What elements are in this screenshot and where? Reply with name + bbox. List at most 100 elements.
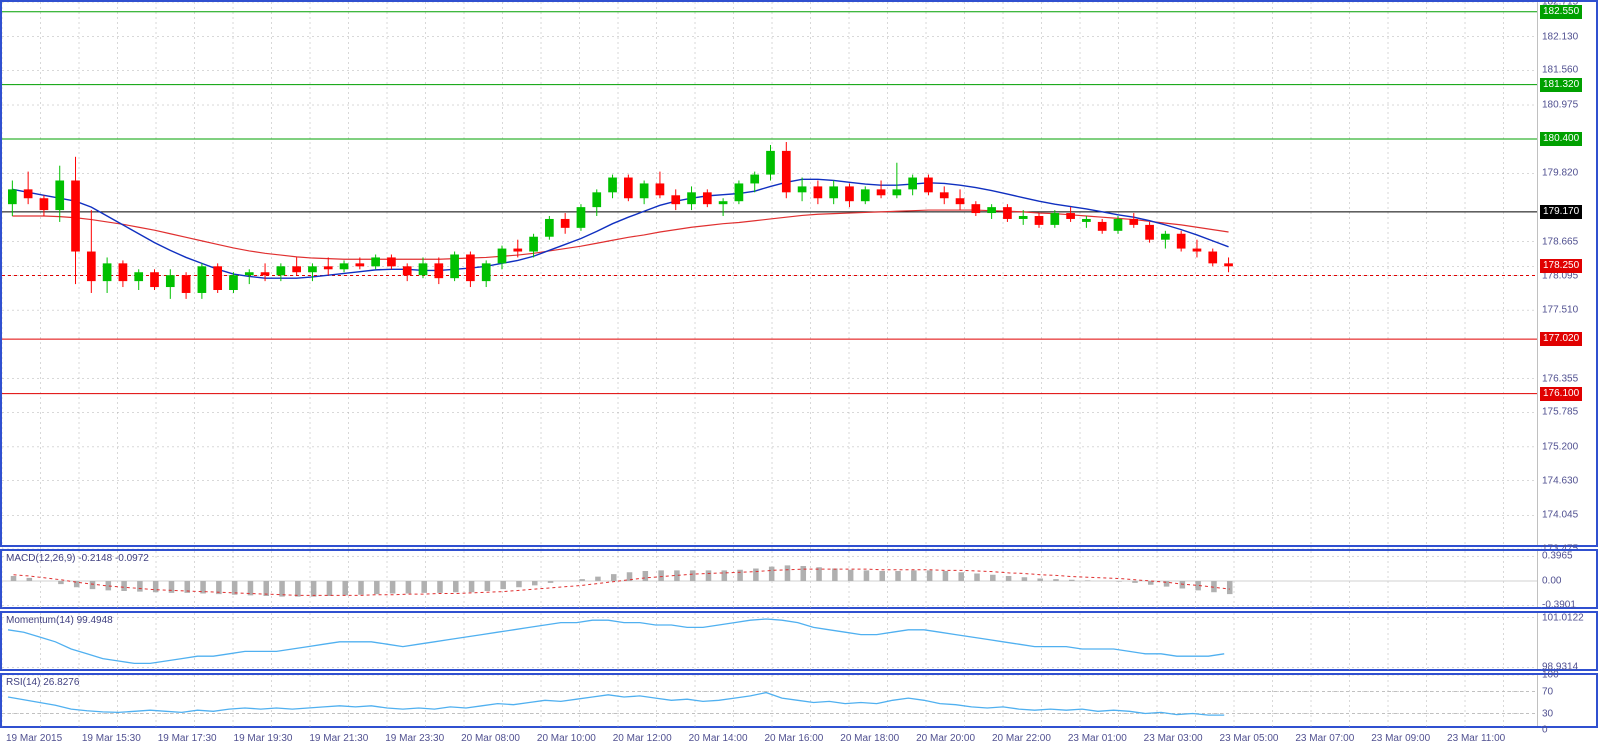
candle <box>198 266 207 293</box>
momentum-label: Momentum(14) 99.4948 <box>6 615 113 626</box>
candle <box>798 186 807 192</box>
candle <box>403 266 412 275</box>
axis-label: 182.130 <box>1542 31 1578 42</box>
time-label: 19 Mar 21:30 <box>309 733 368 744</box>
price-yaxis: 182.715182.550182.130181.560181.320180.9… <box>1537 2 1596 545</box>
axis-label: 174.630 <box>1542 475 1578 486</box>
candle <box>735 183 744 201</box>
macd-label: MACD(12,26,9) -0.2148 -0.0972 <box>6 553 149 564</box>
price-marker: 181.320 <box>1540 78 1582 92</box>
candle <box>750 175 759 184</box>
candle <box>545 219 554 237</box>
axis-label: 178.665 <box>1542 236 1578 247</box>
candle <box>687 192 696 204</box>
candle <box>150 272 159 287</box>
candle <box>24 189 33 198</box>
price-marker: 179.170 <box>1540 205 1582 219</box>
macd-yaxis: 0.39650.00-0.3901 <box>1537 551 1596 607</box>
macd-chart[interactable] <box>2 551 1542 611</box>
axis-label: 174.045 <box>1542 510 1578 521</box>
time-label: 23 Mar 07:00 <box>1295 733 1354 744</box>
candle <box>387 257 396 266</box>
time-label: 23 Mar 05:00 <box>1220 733 1279 744</box>
axis-label: 177.510 <box>1542 305 1578 316</box>
candle <box>213 266 222 290</box>
time-label: 19 Mar 15:30 <box>82 733 141 744</box>
price-marker: 178.250 <box>1540 259 1582 273</box>
candle <box>482 263 491 281</box>
candle <box>608 178 617 193</box>
candle <box>845 186 854 201</box>
candle <box>40 198 49 210</box>
ma-line <box>12 179 1228 278</box>
time-label: 20 Mar 18:00 <box>840 733 899 744</box>
candle <box>908 178 917 190</box>
axis-label: -0.3901 <box>1542 600 1576 611</box>
candle <box>466 254 475 281</box>
candle <box>956 198 965 204</box>
candle <box>245 272 254 275</box>
time-label: 20 Mar 22:00 <box>992 733 1051 744</box>
candle <box>340 263 349 269</box>
candle <box>1003 207 1012 219</box>
candle <box>1019 216 1028 219</box>
candle <box>640 183 649 198</box>
candle <box>1082 219 1091 222</box>
candle <box>419 263 428 275</box>
candle <box>277 266 286 275</box>
candle <box>592 192 601 207</box>
candle <box>656 183 665 195</box>
price-marker: 180.400 <box>1540 132 1582 146</box>
momentum-yaxis: 101.012298.9314 <box>1537 613 1596 669</box>
price-panel: 182.715182.550182.130181.560181.320180.9… <box>0 0 1598 547</box>
rsi-label: RSI(14) 26.8276 <box>6 677 79 688</box>
candle <box>940 192 949 198</box>
time-label: 20 Mar 14:00 <box>689 733 748 744</box>
time-label: 23 Mar 09:00 <box>1371 733 1430 744</box>
time-label: 20 Mar 08:00 <box>461 733 520 744</box>
candle <box>987 207 996 213</box>
candle <box>561 219 570 228</box>
candle <box>513 249 522 252</box>
candle <box>119 263 128 281</box>
axis-label: 0.3965 <box>1542 551 1573 562</box>
candle <box>498 249 507 264</box>
candle <box>308 266 317 272</box>
candle <box>577 207 586 228</box>
time-label: 20 Mar 10:00 <box>537 733 596 744</box>
price-marker: 182.550 <box>1540 5 1582 19</box>
candle <box>971 204 980 213</box>
price-chart[interactable] <box>2 2 1542 549</box>
candle <box>1161 234 1170 240</box>
candle <box>450 254 459 278</box>
candle <box>182 275 191 293</box>
candle <box>371 257 380 266</box>
time-label: 19 Mar 2015 <box>6 733 62 744</box>
rsi-chart[interactable] <box>2 675 1542 730</box>
time-label: 19 Mar 23:30 <box>385 733 444 744</box>
candle <box>71 180 80 251</box>
price-marker: 177.020 <box>1540 332 1582 346</box>
momentum-panel: 101.012298.9314 Momentum(14) 99.4948 <box>0 611 1598 671</box>
candle <box>1145 225 1154 240</box>
macd-panel: 0.39650.00-0.3901 MACD(12,26,9) -0.2148 -… <box>0 549 1598 609</box>
candle <box>814 186 823 198</box>
time-label: 23 Mar 11:00 <box>1447 733 1505 744</box>
candle <box>1208 252 1217 264</box>
candle <box>434 263 443 278</box>
time-label: 23 Mar 03:00 <box>1144 733 1203 744</box>
candle <box>1224 263 1233 266</box>
candle <box>229 275 238 290</box>
axis-label: 100 <box>1542 670 1559 681</box>
candle <box>829 186 838 198</box>
candle <box>1114 219 1123 231</box>
axis-label: 176.355 <box>1542 373 1578 384</box>
time-label: 19 Mar 19:30 <box>234 733 293 744</box>
axis-label: 101.0122 <box>1542 612 1584 623</box>
candle <box>292 266 301 272</box>
candle <box>719 201 728 204</box>
candle <box>1129 219 1138 225</box>
ma-line <box>12 210 1228 259</box>
time-label: 23 Mar 01:00 <box>1068 733 1127 744</box>
momentum-chart[interactable] <box>2 613 1542 673</box>
